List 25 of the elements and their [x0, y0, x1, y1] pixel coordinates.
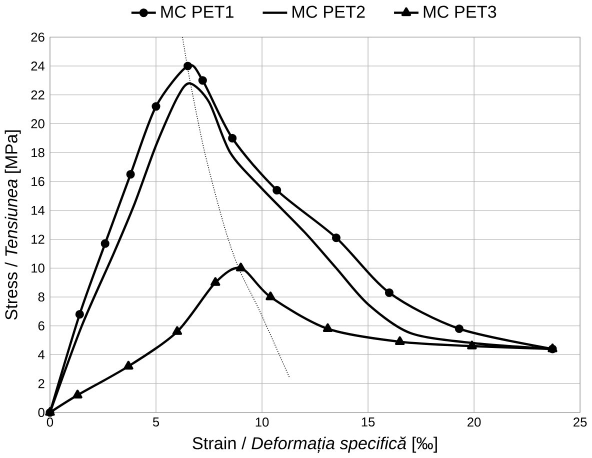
y-tick-label: 2: [38, 379, 44, 388]
x-tick-label: 25: [574, 418, 587, 427]
legend-label: MC PET3: [424, 6, 496, 18]
y-tick-label: 24: [31, 62, 45, 71]
y-tick-label: 4: [38, 350, 45, 360]
y-tick-label: 18: [32, 148, 44, 158]
legend-label: MC PET2: [292, 6, 365, 18]
y-tick-label: 26: [31, 32, 44, 42]
y-axis-title: Stress / Tensiunea [MPa]: [4, 130, 21, 320]
y-tick-label: 16: [32, 177, 44, 186]
x-axis-title: Strain / Deformația specifică [‰]: [192, 436, 437, 454]
y-tick-label: 0: [38, 408, 44, 418]
x-tick-label: 15: [362, 418, 375, 427]
legend-label: MC PET1: [161, 6, 234, 18]
y-tick-label: 14: [32, 206, 45, 215]
y-tick-label: 22: [31, 90, 44, 100]
y-tick-label: 6: [38, 321, 44, 331]
x-tick-label: 5: [152, 418, 160, 427]
x-tick-label: 10: [256, 418, 269, 427]
x-tick-label: 0: [46, 418, 54, 427]
y-tick-label: 8: [38, 292, 44, 302]
y-tick-label: 12: [32, 234, 44, 244]
y-tick-label: 20: [31, 119, 44, 128]
y-tick-label: 10: [32, 264, 44, 273]
x-tick-label: 20: [468, 418, 481, 427]
